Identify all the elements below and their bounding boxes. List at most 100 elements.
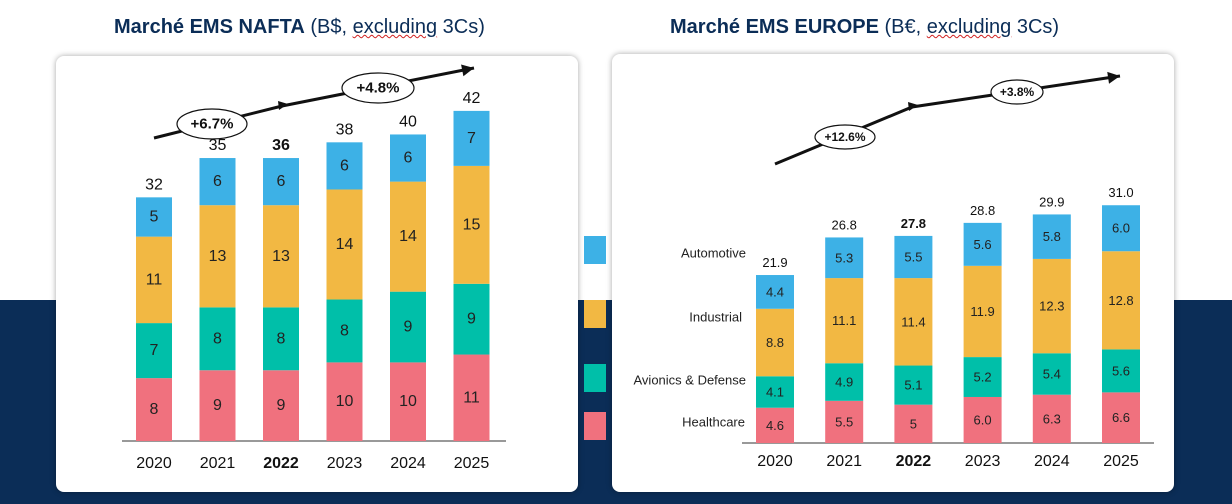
legend-label-automotive: Automotive [681, 246, 746, 261]
europe-bar-automotive-2020 [756, 275, 794, 309]
europe-title-main: Marché EMS EUROPE [670, 16, 879, 38]
nafta-category-label-2022: 2022 [263, 455, 299, 472]
europe-value-label-industrial-2024: 12.3 [1039, 299, 1064, 314]
nafta-value-label-healthcare-2022: 9 [277, 397, 286, 414]
nafta-category-label-2023: 2023 [327, 455, 363, 472]
europe-bar-industrial-2020 [756, 308, 794, 377]
nafta-bar-automotive-2025 [453, 110, 490, 166]
europe-bar-industrial-2021 [825, 278, 864, 364]
europe-value-label-healthcare-2022: 5 [910, 416, 917, 431]
legend-label-healthcare: Healthcare [682, 415, 745, 430]
europe-value-label-automotive-2022: 5.5 [904, 250, 922, 265]
europe-bar-automotive-2021 [825, 237, 864, 279]
europe-total-label-2025: 31.0 [1108, 185, 1133, 200]
europe-bar-industrial-2022 [894, 278, 933, 366]
europe-value-label-avionics-defense-2025: 5.6 [1112, 363, 1130, 378]
nafta-bar-industrial-2022 [263, 205, 299, 308]
nafta-category-label-2021: 2021 [200, 455, 236, 472]
nafta-total-label-2024: 40 [399, 113, 417, 130]
nafta-value-label-automotive-2022: 6 [277, 173, 286, 190]
europe-total-label-2022: 27.8 [901, 216, 926, 231]
legend-label-avionics-defense: Avionics & Defense [634, 373, 747, 388]
europe-growth-arrow-head [1107, 71, 1120, 84]
nafta-title-open: (B$, [310, 16, 353, 38]
nafta-title-main: Marché EMS NAFTA [114, 16, 305, 38]
nafta-bar-avionics-defense-2023 [326, 299, 363, 363]
nafta-category-label-2020: 2020 [136, 455, 172, 472]
legend-label-industrial: Industrial [689, 310, 742, 325]
europe-bar-automotive-2022 [894, 235, 933, 279]
nafta-bar-industrial-2023 [326, 189, 363, 300]
nafta-value-label-automotive-2024: 6 [404, 150, 413, 167]
nafta-bar-avionics-defense-2025 [453, 283, 490, 355]
europe-value-label-avionics-defense-2023: 5.2 [974, 370, 992, 385]
europe-value-label-industrial-2020: 8.8 [766, 335, 784, 350]
legend-swatch-industrial [584, 300, 606, 328]
europe-value-label-automotive-2024: 5.8 [1043, 229, 1061, 244]
europe-bar-automotive-2023 [963, 222, 1002, 266]
nafta-value-label-healthcare-2024: 10 [399, 393, 417, 410]
nafta-bar-avionics-defense-2020 [136, 323, 172, 379]
europe-growth-label-1: +12.6% [824, 130, 865, 144]
europe-value-label-avionics-defense-2021: 4.9 [835, 375, 853, 390]
europe-value-label-automotive-2023: 5.6 [974, 237, 992, 252]
europe-category-label-2025: 2025 [1103, 453, 1139, 470]
europe-category-label-2022: 2022 [896, 453, 932, 470]
nafta-title-close: 3Cs) [437, 16, 485, 38]
nafta-value-label-healthcare-2023: 10 [336, 393, 354, 410]
europe-category-label-2023: 2023 [965, 453, 1001, 470]
nafta-value-label-healthcare-2021: 9 [213, 397, 222, 414]
europe-bar-healthcare-2021 [825, 400, 864, 443]
europe-value-label-avionics-defense-2022: 5.1 [904, 378, 922, 393]
nafta-bar-automotive-2023 [326, 142, 363, 190]
nafta-value-label-avionics-defense-2024: 9 [404, 319, 413, 336]
europe-value-label-industrial-2022: 11.4 [901, 314, 925, 329]
europe-bar-healthcare-2022 [894, 404, 933, 443]
europe-value-label-healthcare-2024: 6.3 [1043, 411, 1061, 426]
europe-value-label-industrial-2021: 11.1 [832, 313, 856, 328]
europe-bar-industrial-2023 [963, 265, 1002, 358]
nafta-bar-industrial-2025 [453, 165, 490, 284]
europe-total-label-2023: 28.8 [970, 203, 995, 218]
nafta-value-label-industrial-2023: 14 [336, 236, 354, 253]
europe-value-label-automotive-2021: 5.3 [835, 250, 853, 265]
nafta-total-label-2022: 36 [272, 137, 290, 154]
nafta-growth-midpoint-marker [278, 101, 288, 110]
nafta-total-label-2020: 32 [145, 176, 163, 193]
nafta-bar-automotive-2021 [199, 158, 236, 206]
europe-value-label-industrial-2025: 12.8 [1108, 293, 1133, 308]
nafta-bar-healthcare-2020 [136, 378, 172, 441]
nafta-bar-industrial-2020 [136, 236, 172, 324]
nafta-value-label-avionics-defense-2022: 8 [277, 330, 286, 347]
nafta-growth-label-1: +6.7% [191, 116, 234, 133]
europe-bar-healthcare-2024 [1032, 394, 1071, 443]
europe-total-label-2024: 29.9 [1039, 194, 1064, 209]
europe-total-label-2021: 26.8 [832, 217, 857, 232]
nafta-total-label-2025: 42 [463, 90, 481, 107]
nafta-chart-title: Marché EMS NAFTA (B$, excluding 3Cs) [114, 16, 485, 39]
europe-title-excluding: excluding [926, 16, 1012, 38]
nafta-value-label-industrial-2020: 11 [146, 271, 163, 288]
europe-bar-avionics-defense-2020 [756, 376, 794, 408]
europe-bar-healthcare-2020 [756, 407, 794, 443]
nafta-category-label-2025: 2025 [454, 455, 490, 472]
europe-total-label-2020: 21.9 [762, 255, 787, 270]
europe-stacked-bar-chart: 4.6 4.1 8.8 4.4 21.9 2020 5.5 4.9 11.1 5.3 26.8 202… [634, 71, 1154, 470]
nafta-title-excluding: excluding [352, 16, 438, 38]
nafta-bar-healthcare-2021 [199, 370, 236, 441]
nafta-value-label-industrial-2024: 14 [399, 228, 417, 245]
nafta-value-label-avionics-defense-2023: 8 [340, 322, 349, 339]
nafta-growth-arrow-head [461, 64, 474, 77]
nafta-value-label-healthcare-2025: 11 [463, 389, 480, 406]
europe-bar-industrial-2025 [1102, 251, 1140, 350]
nafta-value-label-industrial-2022: 13 [272, 248, 290, 265]
nafta-value-label-automotive-2023: 6 [340, 157, 349, 174]
europe-value-label-healthcare-2023: 6.0 [974, 412, 992, 427]
nafta-bar-industrial-2024 [390, 181, 426, 292]
europe-growth-midpoint-marker [908, 102, 918, 111]
nafta-growth-badge-1 [176, 108, 248, 140]
europe-growth-badge-1 [814, 124, 876, 150]
nafta-growth-badge-2 [341, 72, 415, 104]
nafta-stacked-bar-chart: 8 7 11 5 32 2020 9 8 13 6 35 2021 9 8 13 6 36 2022 10 8 14 6 3… [122, 64, 506, 472]
europe-growth-label-2: +3.8% [1000, 85, 1035, 99]
